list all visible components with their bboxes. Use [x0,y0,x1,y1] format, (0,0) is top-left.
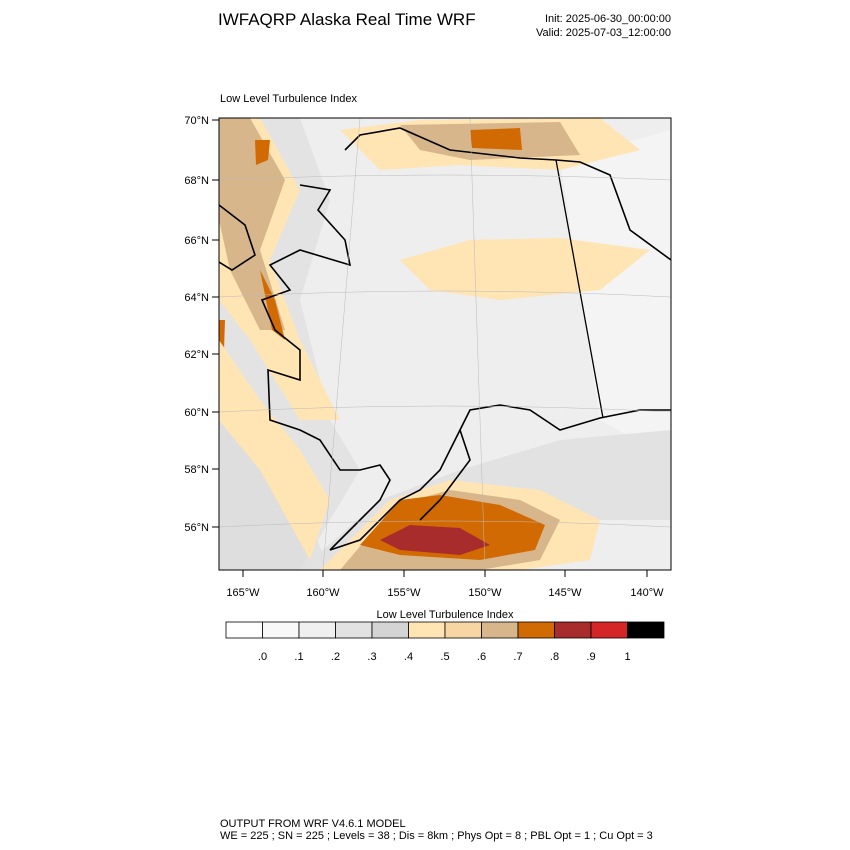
colorbar-box [298,621,336,639]
colorbar-box [262,621,300,639]
lat-label: 58°N [184,464,209,476]
map-frame [218,117,672,571]
lon-label: 160°W [306,587,340,599]
lat-label: 62°N [184,349,209,361]
init-time: Init: 2025-06-30_00:00:00 [545,13,671,25]
colorbar-label: .7 [513,651,522,663]
colorbar-label: .0 [258,651,267,663]
title: IWFAQRP Alaska Real Time WRF [218,10,476,29]
lat-label: 70°N [184,115,209,127]
colorbar-box [590,621,628,639]
colorbar-label: .8 [550,651,559,663]
lat-label: 68°N [184,175,209,187]
map-ticks: 70°N 68°N 66°N 64°N 62°N 60°N 58°N 56°N 165°W 160… [184,115,664,599]
lat-label: 64°N [184,292,209,304]
colorbar-box [408,621,446,639]
footer-line: OUTPUT FROM WRF V4.6.1 MODEL [220,818,406,830]
colorbar: .0 .1 .2 .3 .4 .5 .6 .7 .8 .9 1 [225,621,665,663]
lon-label: 140°W [630,587,664,599]
colorbar-title: Low Level Turbulence Index [377,609,514,621]
lon-label: 155°W [387,587,421,599]
lat-label: 66°N [184,235,209,247]
colorbar-label: .1 [294,651,303,663]
map-label: Low Level Turbulence Index [220,93,357,105]
lat-label: 56°N [184,522,209,534]
colorbar-box [481,621,519,639]
colorbar-box [225,621,263,639]
colorbar-box [554,621,592,639]
colorbar-box [371,621,409,639]
lon-label: 145°W [548,587,582,599]
colorbar-box [627,621,665,639]
colorbar-label: .3 [367,651,376,663]
valid-time: Valid: 2025-07-03_12:00:00 [536,27,671,39]
footer-line: WE = 225 ; SN = 225 ; Levels = 38 ; Dis … [220,830,653,842]
colorbar-box [444,621,482,639]
colorbar-label: .9 [586,651,595,663]
colorbar-label: .4 [404,651,413,663]
colorbar-box [335,621,373,639]
lon-label: 165°W [226,587,260,599]
colorbar-label: 1 [624,651,630,663]
colorbar-label: .6 [477,651,486,663]
colorbar-label: .2 [331,651,340,663]
map [219,118,671,570]
colorbar-label: .5 [440,651,449,663]
colorbar-box [517,621,555,639]
lat-label: 60°N [184,407,209,419]
lon-label: 150°W [468,587,502,599]
